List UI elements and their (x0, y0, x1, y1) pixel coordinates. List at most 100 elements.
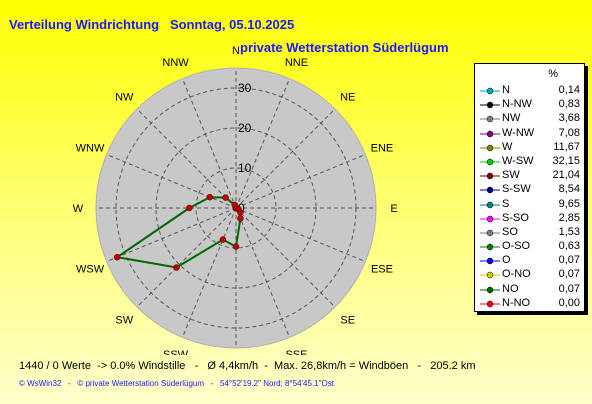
legend-symbol-icon (480, 201, 500, 208)
station-name: private Wetterstation Süderlügum (240, 40, 449, 55)
legend-label: W-NW (502, 126, 535, 139)
direction-label-w: W (73, 203, 84, 215)
legend-label: W (502, 140, 513, 153)
footer-copyright: © WsWin32 - © private Wetterstation Süde… (19, 379, 334, 388)
direction-label-wnw: WNW (76, 143, 105, 155)
legend-row: SW 21,04 (475, 169, 584, 183)
legend-row: N-NO 0,00 (475, 297, 584, 311)
legend-label: O-SO (502, 240, 531, 253)
legend-symbol-icon (480, 243, 500, 251)
direction-label-nw: NW (115, 91, 134, 103)
chart-title: Verteilung Windrichtung Sonntag, 05.10.2… (9, 17, 295, 32)
legend-value: 11,67 (553, 140, 580, 153)
spoke-nne (235, 78, 291, 209)
legend-label: O-NO (502, 268, 531, 281)
spoke-se (235, 207, 336, 308)
legend-value: 8,54 (558, 183, 580, 196)
ring-label-20: 20 (238, 121, 252, 135)
legend-symbol-icon (480, 215, 500, 222)
legend-value: 7,08 (558, 126, 580, 139)
legend-value: 0,07 (558, 282, 580, 295)
direction-label-nne: NNE (285, 57, 308, 69)
legend-label: O (502, 254, 511, 267)
legend-symbol-icon (480, 158, 500, 166)
legend-row: W 11,67 (475, 141, 584, 155)
legend-value: 3,68 (558, 112, 580, 125)
legend-label: S (502, 197, 510, 210)
point-sse (237, 215, 244, 222)
legend-value: 32,15 (552, 154, 580, 167)
point-w (186, 204, 193, 212)
legend-row: S-SO 2,85 (475, 212, 584, 226)
legend-label: SW (502, 169, 520, 182)
spoke-wnw (106, 153, 237, 209)
legend-value: 0,00 (558, 296, 580, 309)
direction-label-e: E (390, 203, 397, 215)
legend-value: 1,53 (558, 225, 580, 238)
legend-value: 21,04 (552, 169, 580, 182)
legend-rows: N 0,14 N-NW 0,83 NW 3,68 W-NW 7,08 W 11,67 W-SW 32,… (475, 84, 584, 311)
legend-value: 0,14 (558, 84, 580, 96)
direction-label-wsw: WSW (76, 263, 105, 275)
legend-row: W-NW 7,08 (475, 127, 584, 141)
legend-row: N-NW 0,83 (475, 98, 584, 112)
legend-symbol-icon (480, 130, 500, 137)
legend-row: S-SW 8,54 (475, 183, 584, 197)
legend-symbol-icon (480, 286, 500, 293)
legend-value: 0,07 (558, 268, 580, 281)
point-ssw (219, 236, 227, 243)
legend-label: NO (502, 282, 519, 295)
spoke-ne (235, 108, 336, 209)
legend-row: N 0,14 (475, 84, 584, 98)
legend-value: 0,07 (558, 254, 580, 267)
legend-symbol-icon (480, 101, 500, 109)
direction-label-ssw: SSW (163, 349, 189, 355)
legend-symbol-icon (480, 258, 500, 265)
ring-label-30: 30 (238, 81, 252, 95)
direction-label-ne: NE (340, 91, 355, 103)
legend-value: 2,85 (558, 211, 580, 224)
legend-unit: % (548, 68, 558, 80)
legend-label: S-SW (502, 183, 531, 196)
legend-symbol-icon (480, 300, 500, 308)
point-s (232, 243, 240, 250)
direction-label-se: SE (340, 315, 355, 327)
direction-label-sw: SW (115, 315, 133, 327)
spoke-ssw (181, 207, 237, 338)
legend-label: NW (502, 112, 521, 125)
spoke-wsw (106, 207, 237, 263)
direction-label-nnw: NNW (162, 57, 189, 69)
legend-symbol-icon (480, 87, 500, 95)
direction-label-n: N (232, 45, 240, 57)
spoke-ene (235, 153, 366, 209)
legend-label: N-NW (502, 98, 532, 111)
spoke-ese (235, 207, 366, 263)
legend-row: S 9,65 (475, 198, 584, 212)
spoke-sse (235, 207, 291, 338)
legend-symbol-icon (480, 144, 500, 151)
point-wsw (113, 253, 121, 261)
legend-symbol-icon (480, 229, 500, 237)
legend-label: S-SO (502, 211, 529, 224)
legend-value: 0,83 (558, 98, 580, 111)
point-wnw (206, 193, 214, 201)
ring-label-0: 0 (238, 201, 245, 215)
direction-label-ene: ENE (371, 143, 394, 155)
legend-value: 9,65 (558, 197, 580, 210)
footer-stats: 1440 / 0 Werte -> 0.0% Windstille - Ø 4,… (19, 360, 476, 372)
legend-row: SO 1,53 (475, 226, 584, 240)
spoke-sw (136, 207, 237, 308)
direction-label-ese: ESE (371, 263, 393, 275)
legend-row: NW 3,68 (475, 112, 584, 126)
legend-label: SO (502, 225, 518, 238)
legend-value: 0,63 (558, 240, 580, 253)
legend-symbol-icon (480, 116, 500, 123)
legend-symbol-icon (480, 187, 500, 194)
legend-row: NO 0,07 (475, 283, 584, 297)
legend-row: O 0,07 (475, 254, 584, 268)
legend-label: N-NO (502, 296, 531, 309)
ring-10 (195, 167, 277, 249)
spoke-nw (136, 108, 237, 209)
point-nw (222, 194, 229, 201)
legend-label: W-SW (502, 154, 534, 167)
